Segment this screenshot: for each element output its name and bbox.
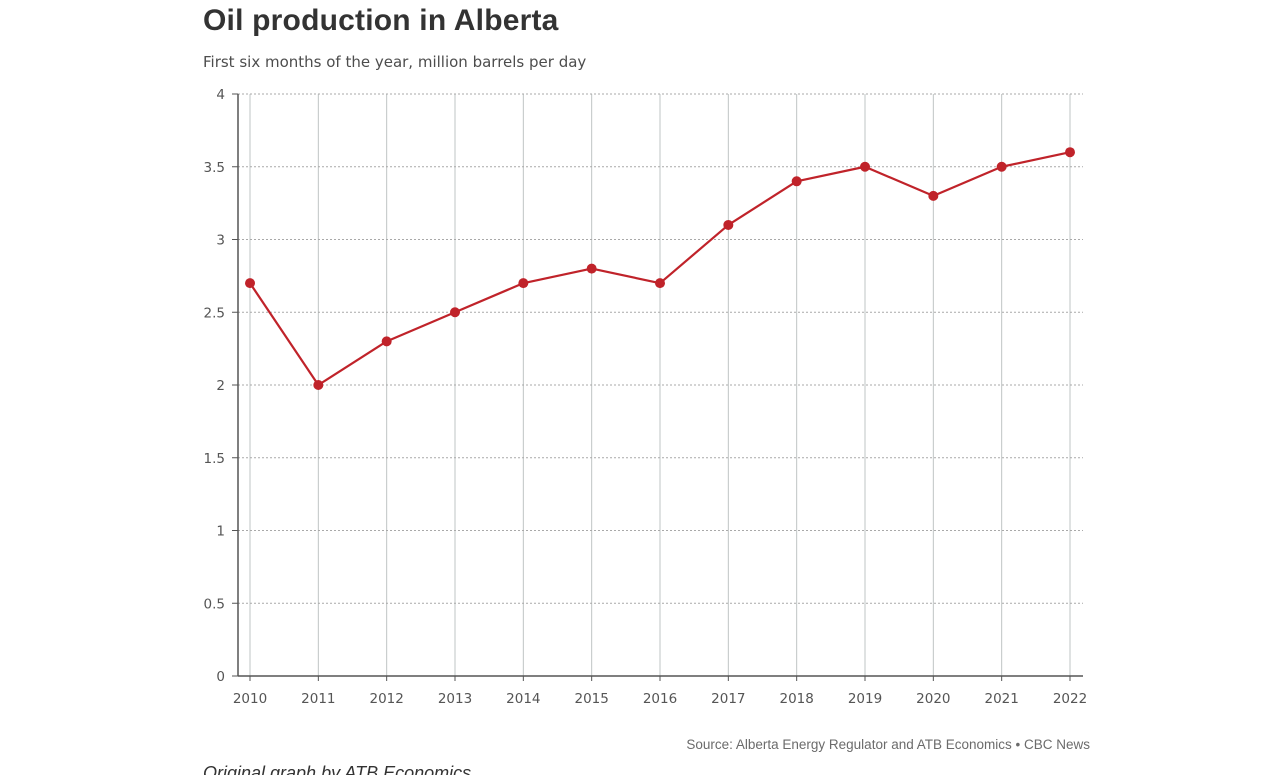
x-tick-label: 2012 — [369, 691, 403, 707]
x-tick-label: 2010 — [233, 691, 267, 707]
data-point — [245, 278, 255, 289]
chart-subtitle: First six months of the year, million ba… — [203, 53, 587, 71]
x-tick-label: 2020 — [916, 691, 950, 707]
x-tick-label: 2016 — [643, 691, 677, 707]
data-point — [381, 336, 392, 347]
tick-labels: 0 0.5 1 1.5 2 2.5 3 3.5 4 2010 2011 2012 2013 2014 201… — [204, 87, 1088, 707]
caption-partial: Original graph by ATB Economics — [203, 764, 472, 775]
data-point — [518, 278, 529, 289]
series-layer — [245, 147, 1075, 390]
data-point — [860, 161, 870, 172]
y-tick-label: 1 — [216, 524, 225, 540]
y-tick-label: 3 — [216, 233, 225, 249]
data-point — [655, 278, 665, 289]
data-point — [1065, 147, 1075, 158]
data-point — [928, 190, 939, 201]
source-note: Source: Alberta Energy Regulator and ATB… — [686, 737, 1090, 752]
y-tick-label: 2 — [216, 378, 225, 394]
x-tick-label: 2021 — [984, 691, 1018, 707]
data-point — [996, 161, 1007, 172]
y-tick-label: 2.5 — [204, 305, 225, 321]
y-tick-label: 0 — [216, 669, 225, 685]
grid-lines — [238, 93, 1083, 676]
data-point — [791, 176, 802, 187]
x-tick-label: 2013 — [438, 691, 472, 707]
x-tick-label: 2019 — [848, 691, 882, 707]
chart-title: Oil production in Alberta — [203, 4, 559, 37]
data-point — [313, 380, 324, 390]
data-point — [450, 307, 460, 318]
x-tick-label: 2011 — [301, 691, 335, 707]
x-tick-label: 2015 — [574, 691, 608, 707]
data-point — [586, 263, 597, 274]
y-tick-label: 0.5 — [204, 596, 225, 612]
y-tick-label: 3.5 — [204, 160, 225, 176]
axes — [232, 93, 1083, 681]
x-tick-label: 2017 — [711, 691, 745, 707]
x-tick-label: 2014 — [506, 691, 540, 707]
x-tick-label: 2022 — [1053, 691, 1087, 707]
x-tick-label: 2018 — [779, 691, 813, 707]
y-tick-label: 1.5 — [204, 451, 225, 467]
y-tick-label: 4 — [216, 87, 225, 103]
data-point — [723, 219, 734, 230]
